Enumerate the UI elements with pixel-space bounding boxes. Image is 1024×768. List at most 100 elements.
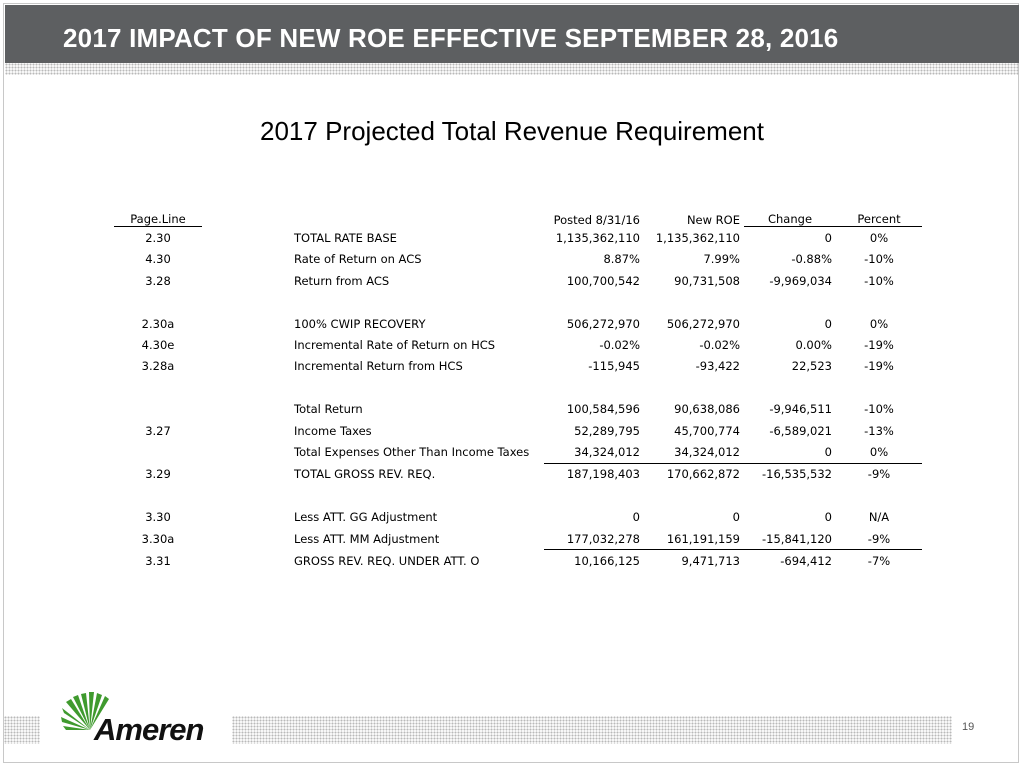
- cell-page: 3.28a: [141, 359, 175, 374]
- table-row: 2.30a 100% CWIP RECOVERY 506,272,970 506…: [114, 313, 922, 334]
- cell-desc: Less ATT. GG Adjustment: [294, 510, 438, 525]
- cell-new-roe: 170,662,872: [666, 467, 740, 482]
- table-spacer-row: [114, 292, 922, 313]
- cell-new-roe: -0.02%: [699, 338, 740, 353]
- cell-percent: -13%: [864, 423, 894, 438]
- header-change: Change: [744, 205, 836, 228]
- cell-percent: 0%: [836, 441, 922, 464]
- cell-posted: 10,166,125: [574, 553, 640, 568]
- cell-page: 3.29: [145, 467, 171, 482]
- cell-posted: -0.02%: [599, 338, 640, 353]
- cell-posted: 52,289,795: [574, 423, 640, 438]
- cell-page: [114, 399, 202, 420]
- table-row: 3.30 Less ATT. GG Adjustment 0 0 0 N/A: [114, 506, 922, 527]
- table-row: 3.31 GROSS REV. REQ. UNDER ATT. O 10,166…: [114, 550, 922, 572]
- cell-percent: N/A: [868, 510, 890, 525]
- table-header-row: Page.Line Posted 8/31/16 New ROE Change …: [114, 205, 922, 228]
- cell-new-roe: 90,638,086: [674, 402, 740, 417]
- table-row: 4.30 Rate of Return on ACS 8.87% 7.99% -…: [114, 249, 922, 270]
- table-row: 3.27 Income Taxes 52,289,795 45,700,774 …: [114, 420, 922, 441]
- cell-change: 0: [744, 441, 836, 464]
- cell-new-roe: 7.99%: [703, 252, 740, 267]
- cell-page: 4.30: [145, 252, 171, 267]
- cell-new-roe: 0: [732, 510, 740, 525]
- cell-new-roe: -93,422: [695, 359, 740, 374]
- cell-desc: Total Expenses Other Than Income Taxes: [294, 445, 530, 460]
- cell-page: 3.30: [145, 510, 171, 525]
- title-bar: 2017 IMPACT OF NEW ROE EFFECTIVE SEPTEMB…: [5, 5, 1019, 63]
- cell-change: -9,969,034: [769, 273, 832, 288]
- header-posted: Posted 8/31/16: [553, 212, 640, 227]
- ameren-sunburst-icon: [61, 692, 109, 730]
- cell-posted: 34,324,012: [544, 441, 644, 464]
- cell-desc: Less ATT. MM Adjustment: [294, 531, 440, 546]
- cell-new-roe: 9,471,713: [681, 553, 740, 568]
- cell-change: -16,535,532: [762, 467, 832, 482]
- table-row: 2.30 TOTAL RATE BASE 1,135,362,110 1,135…: [114, 227, 922, 249]
- cell-percent: -9%: [867, 467, 891, 482]
- cell-page: 3.28: [145, 273, 171, 288]
- slide-title: 2017 IMPACT OF NEW ROE EFFECTIVE SEPTEMB…: [63, 23, 839, 53]
- cell-new-roe: 34,324,012: [644, 441, 744, 464]
- cell-posted: 187,198,403: [566, 467, 640, 482]
- cell-new-roe: 90,731,508: [674, 273, 740, 288]
- cell-posted: -115,945: [588, 359, 640, 374]
- cell-posted: 100,584,596: [566, 402, 640, 417]
- cell-change: -694,412: [780, 553, 832, 568]
- cell-posted: 177,032,278: [544, 527, 644, 551]
- cell-change: -9,946,511: [769, 402, 832, 417]
- cell-percent: -19%: [864, 338, 894, 353]
- table-row: 3.29 TOTAL GROSS REV. REQ. 187,198,403 1…: [114, 463, 922, 485]
- cell-page: 4.30e: [141, 338, 175, 353]
- cell-posted: 1,135,362,110: [555, 230, 640, 245]
- cell-desc: TOTAL GROSS REV. REQ.: [294, 467, 436, 482]
- cell-desc: Incremental Rate of Return on HCS: [294, 338, 496, 353]
- header-new-roe: New ROE: [686, 212, 740, 227]
- cell-desc: Income Taxes: [294, 423, 372, 438]
- cell-percent: 0%: [869, 231, 889, 246]
- cell-page: 2.30a: [141, 316, 175, 331]
- slide-subtitle: 2017 Projected Total Revenue Requirement: [260, 116, 764, 146]
- slide-frame: [3, 3, 1019, 763]
- table-row: Total Expenses Other Than Income Taxes 3…: [114, 441, 922, 464]
- header-page-line: Page.Line: [114, 205, 202, 228]
- cell-new-roe: 506,272,970: [666, 316, 740, 331]
- cell-new-roe: 1,135,362,110: [655, 230, 740, 245]
- cell-page: 3.31: [145, 553, 171, 568]
- cell-new-roe: 45,700,774: [674, 423, 740, 438]
- cell-desc: Total Return: [294, 402, 363, 417]
- table-row: 3.28a Incremental Return from HCS -115,9…: [114, 356, 922, 377]
- table-spacer-row: [114, 485, 922, 506]
- table-row: Total Return 100,584,596 90,638,086 -9,9…: [114, 399, 922, 420]
- cell-percent: -10%: [864, 273, 894, 288]
- cell-posted: 0: [632, 510, 640, 525]
- dotted-divider-top: [5, 63, 1019, 75]
- cell-change: 0: [824, 510, 832, 525]
- cell-posted: 100,700,542: [566, 273, 640, 288]
- cell-desc: Rate of Return on ACS: [294, 252, 422, 267]
- cell-change: -6,589,021: [769, 423, 832, 438]
- cell-new-roe: 161,191,159: [644, 527, 744, 551]
- ameren-logo: Ameren: [60, 686, 210, 747]
- revenue-requirement-table: Page.Line Posted 8/31/16 New ROE Change …: [114, 205, 922, 572]
- table-row: 3.30a Less ATT. MM Adjustment 177,032,27…: [114, 527, 922, 551]
- cell-change: 0.00%: [795, 338, 832, 353]
- dotted-divider-bottom-left: [4, 716, 40, 744]
- table-spacer-row: [114, 377, 922, 398]
- cell-desc: Incremental Return from HCS: [294, 359, 463, 374]
- cell-percent: -19%: [864, 359, 894, 374]
- cell-page: [114, 441, 202, 463]
- cell-percent: 0%: [869, 316, 889, 331]
- cell-change: -0.88%: [791, 252, 832, 267]
- brand-wordmark: Ameren: [94, 712, 204, 747]
- cell-posted: 8.87%: [603, 252, 640, 267]
- table-row: 4.30e Incremental Rate of Return on HCS …: [114, 334, 922, 355]
- cell-desc: GROSS REV. REQ. UNDER ATT. O: [294, 553, 480, 568]
- cell-change: 22,523: [791, 359, 832, 374]
- cell-posted: 506,272,970: [566, 316, 640, 331]
- header-percent: Percent: [836, 205, 922, 228]
- cell-percent: -9%: [836, 527, 922, 551]
- cell-page: 3.27: [145, 423, 171, 438]
- cell-desc: Return from ACS: [294, 273, 390, 288]
- cell-percent: -10%: [864, 252, 894, 267]
